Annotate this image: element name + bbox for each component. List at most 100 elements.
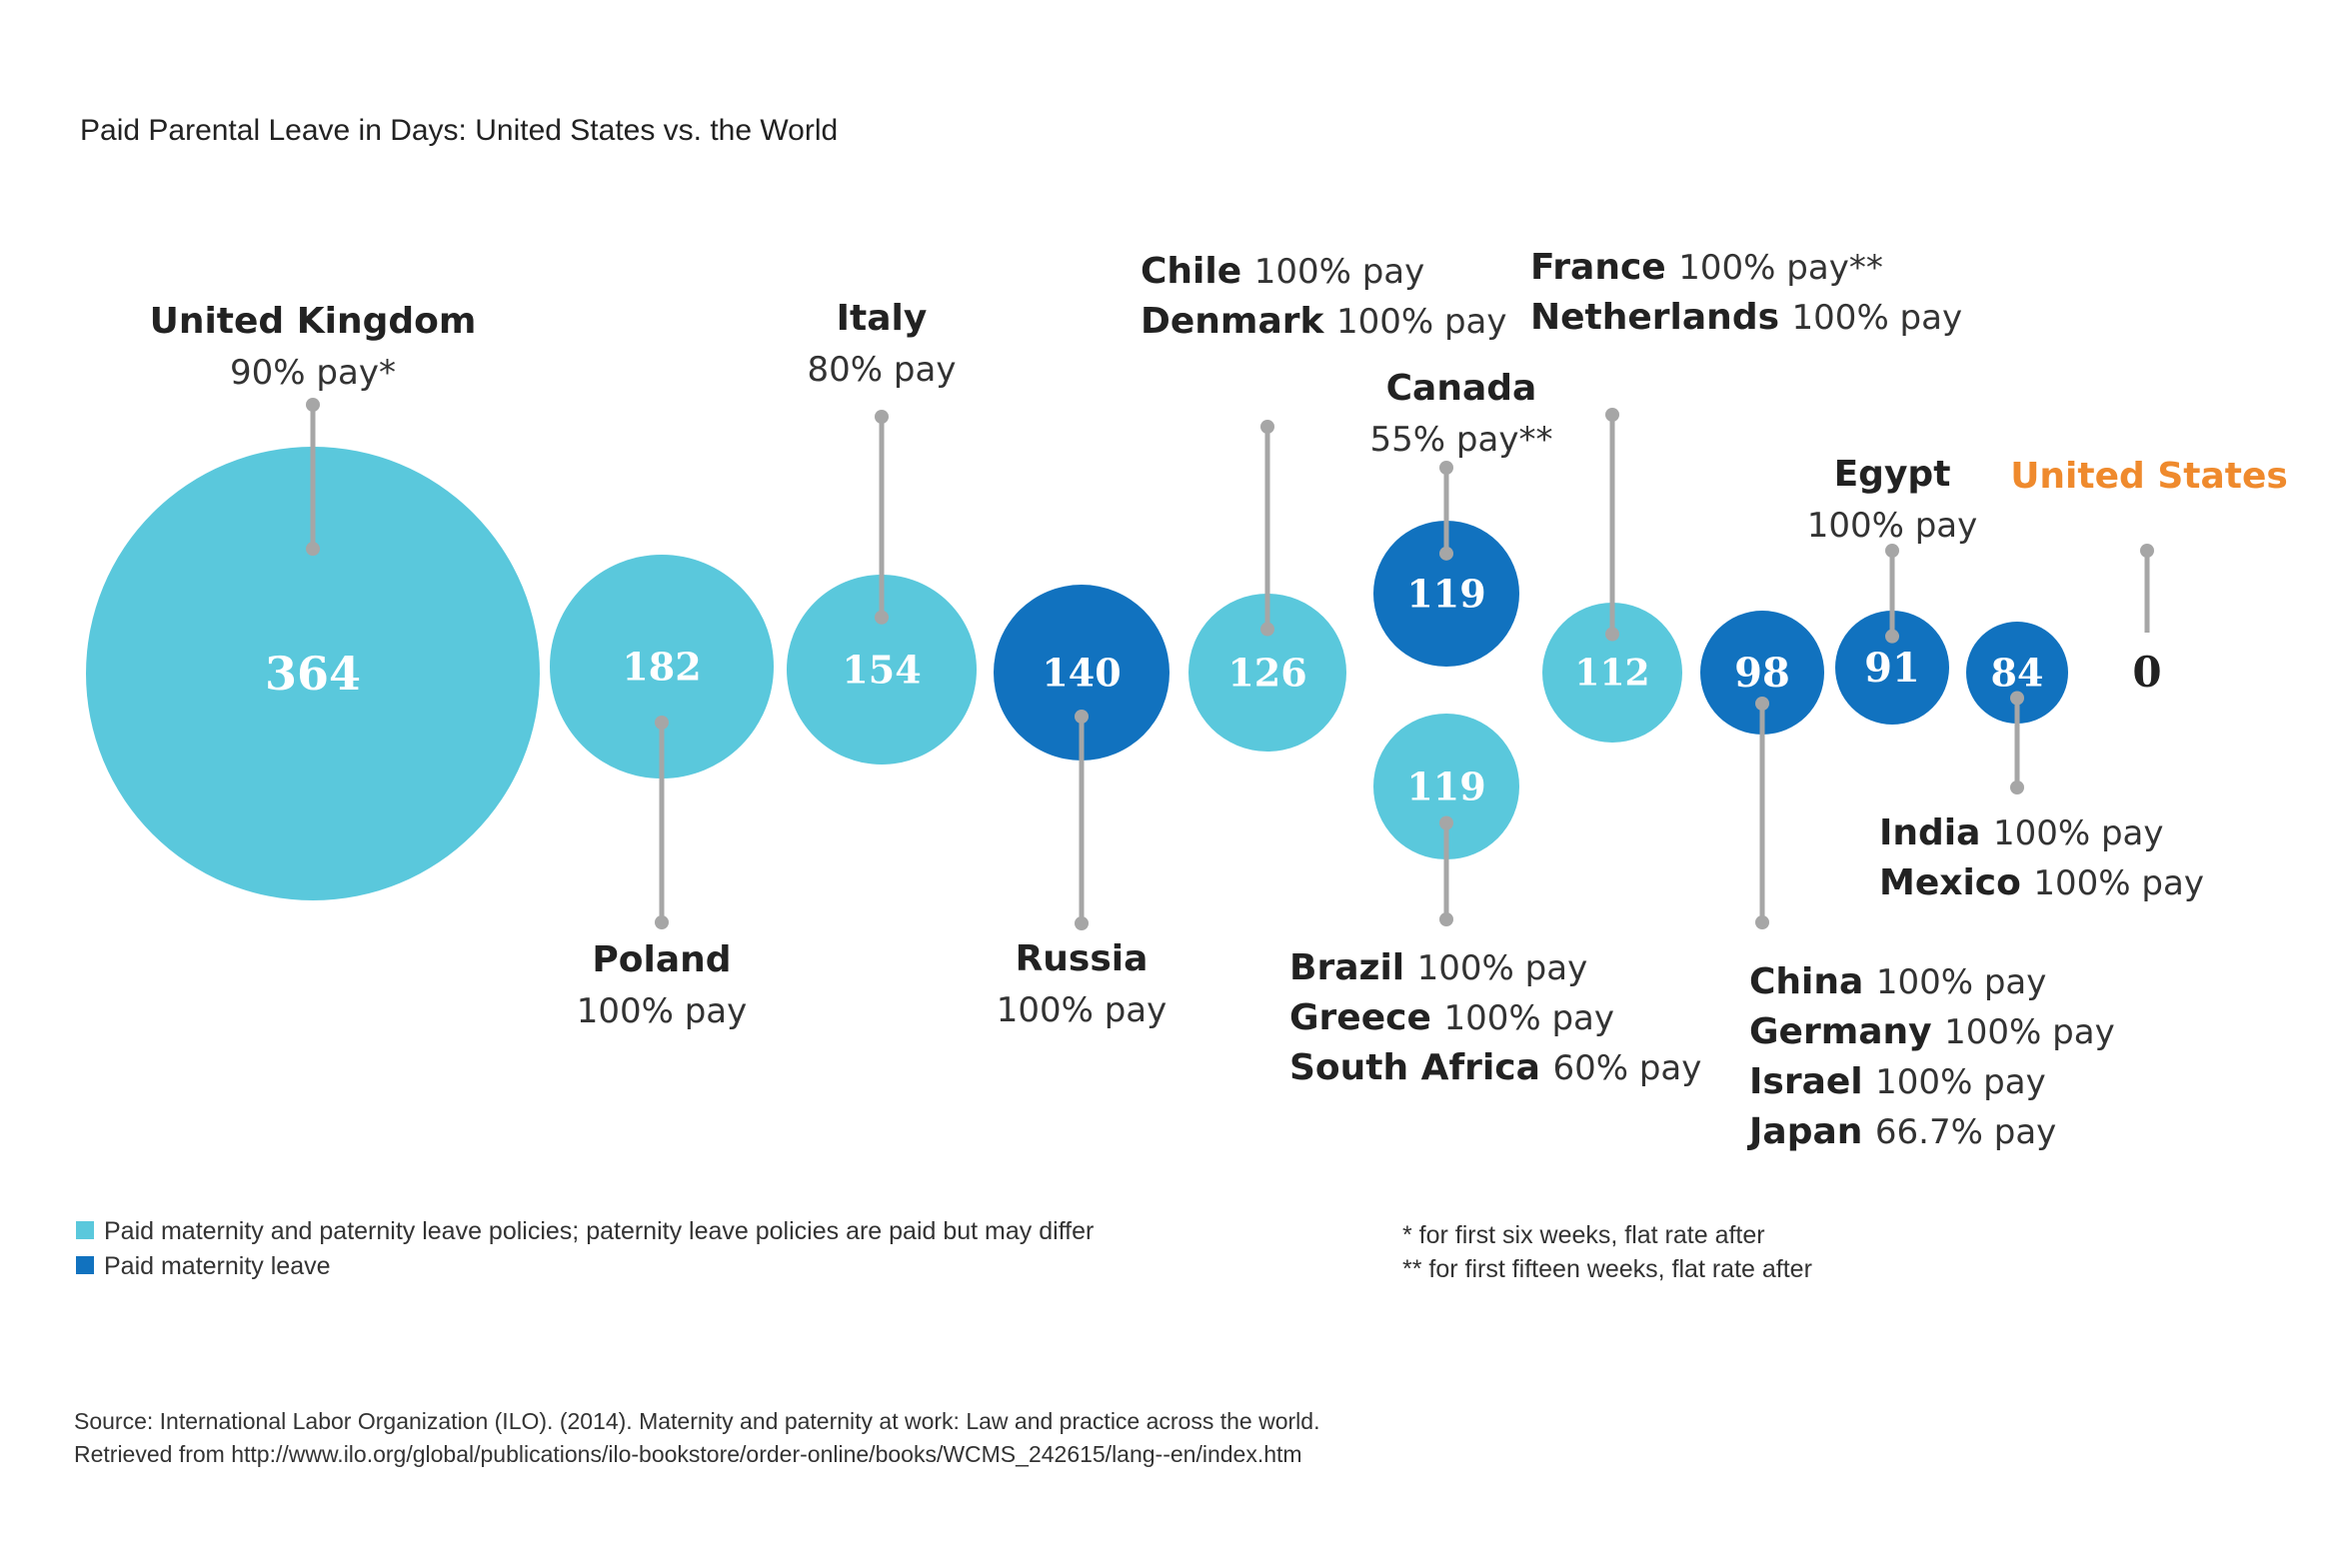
pay-label-brazil: 100% pay [1417, 948, 1588, 988]
country-label-china: China [1749, 961, 1876, 1002]
country-label-russia: Russia [1016, 938, 1149, 979]
country-pay-line-greece: Greece 100% pay [1289, 997, 1614, 1038]
bubble-india [1966, 622, 2068, 724]
country-pay-line-india: India 100% pay [1879, 812, 2164, 853]
connector-dot-united-kingdom [306, 398, 320, 412]
bubble-value-poland: 182 [622, 644, 701, 689]
legend-label-paid-maternity: Paid maternity leave [104, 1252, 331, 1280]
connector-dot-brazil [1439, 912, 1453, 926]
country-label-canada: Canada [1386, 368, 1537, 409]
bubble-chile [1188, 594, 1346, 752]
pay-label-greece: 100% pay [1443, 998, 1614, 1038]
pay-label-united-kingdom: 90% pay* [230, 353, 396, 393]
bubble-value-italy: 154 [842, 647, 921, 692]
country-pay-line-france: France 100% pay** [1530, 247, 1883, 288]
bubble-poland [550, 555, 774, 779]
country-label-france: France [1530, 247, 1678, 288]
source-citation: Source: International Labor Organization… [74, 1408, 1319, 1467]
bubble-value-united-kingdom: 364 [265, 647, 361, 701]
pay-label-netherlands: 100% pay [1792, 298, 1963, 338]
footnote-single-asterisk: * for first six weeks, flat rate after [1402, 1221, 1765, 1249]
pay-label-south-africa: 60% pay [1552, 1048, 1701, 1088]
country-pay-line-mexico: Mexico 100% pay [1879, 862, 2204, 903]
connector-anchor-russia [1075, 710, 1089, 724]
pay-label-israel: 100% pay [1875, 1062, 2046, 1102]
country-pay-line-netherlands: Netherlands 100% pay [1530, 297, 1962, 338]
connector-anchor-canada [1439, 546, 1453, 561]
pay-label-china: 100% pay [1876, 962, 2047, 1002]
bubble-value-egypt: 91 [1864, 645, 1920, 692]
connector-dot-italy [875, 410, 889, 424]
country-label-greece: Greece [1289, 997, 1443, 1038]
country-label-mexico: Mexico [1879, 862, 2033, 903]
country-pay-line-china: China 100% pay [1749, 961, 2046, 1002]
connector-dot-china [1755, 915, 1769, 929]
connector-anchor-poland [655, 716, 669, 730]
bubble-value-france: 112 [1574, 653, 1649, 695]
pay-label-italy: 80% pay [808, 350, 957, 390]
pay-label-japan: 66.7% pay [1875, 1112, 2056, 1152]
country-pay-line-denmark: Denmark 100% pay [1141, 301, 1507, 342]
country-label-denmark: Denmark [1141, 301, 1336, 342]
country-label-israel: Israel [1749, 1061, 1875, 1102]
pay-label-india: 100% pay [1993, 813, 2164, 853]
bubble-italy [787, 575, 977, 765]
country-label-egypt: Egypt [1834, 454, 1951, 495]
pay-label-russia: 100% pay [997, 990, 1168, 1030]
pay-label-egypt: 100% pay [1807, 506, 1978, 546]
connector-anchor-brazil [1439, 815, 1453, 830]
chart-title: Paid Parental Leave in Days: United Stat… [80, 114, 838, 147]
legend-label-paid-maternity-paternity: Paid maternity and paternity leave polic… [104, 1217, 1094, 1245]
country-pay-line-brazil: Brazil 100% pay [1289, 947, 1587, 988]
pay-label-france: 100% pay** [1678, 248, 1883, 288]
footnotes: * for first six weeks, flat rate after *… [1402, 1221, 1812, 1283]
country-pay-line-chile: Chile 100% pay [1141, 251, 1424, 292]
country-label-germany: Germany [1749, 1011, 1944, 1052]
country-label-italy: Italy [837, 298, 928, 339]
bubble-egypt [1835, 611, 1949, 725]
bubble-china [1700, 611, 1824, 735]
country-pay-line-south-africa: South Africa 60% pay [1289, 1047, 1701, 1088]
country-label-poland: Poland [592, 939, 731, 980]
bubble-value-canada: 119 [1406, 571, 1485, 616]
bubble-brazil [1373, 714, 1519, 859]
bubble-value-china: 98 [1734, 650, 1790, 697]
bubbles-layer: 364 182 154 140 126 119 119 112 98 91 84 0 [86, 398, 2162, 930]
bubble-value-united-states: 0 [2132, 648, 2161, 697]
connector-anchor-italy [875, 610, 889, 625]
connector-anchor-united-kingdom [306, 542, 320, 557]
pay-label-canada: 55% pay** [1370, 420, 1553, 460]
legend: Paid maternity and paternity leave polic… [76, 1217, 1094, 1280]
footnote-double-asterisk: ** for first fifteen weeks, flat rate af… [1402, 1255, 1812, 1283]
connector-dot-chile [1260, 420, 1274, 434]
country-pay-line-israel: Israel 100% pay [1749, 1061, 2046, 1102]
source-line-1: Source: International Labor Organization… [74, 1408, 1319, 1434]
pay-label-poland: 100% pay [577, 991, 748, 1031]
connector-anchor-india [2010, 691, 2024, 706]
bubble-france [1542, 603, 1682, 743]
source-line-2: Retrieved from http://www.ilo.org/global… [74, 1441, 1302, 1467]
pay-label-mexico: 100% pay [2033, 863, 2204, 903]
pay-label-chile: 100% pay [1254, 252, 1425, 292]
country-label-south-africa: South Africa [1289, 1047, 1552, 1088]
connector-dot-egypt [1885, 544, 1899, 558]
country-label-netherlands: Netherlands [1530, 297, 1792, 338]
legend-swatch-paid-maternity [76, 1256, 94, 1274]
country-pay-line-germany: Germany 100% pay [1749, 1011, 2115, 1052]
connector-dot-france [1605, 408, 1619, 422]
connector-anchor-france [1605, 627, 1619, 642]
bubble-value-india: 84 [1991, 650, 2044, 695]
labels-layer: United Kingdom 90% pay* Poland 100% pay Ital… [150, 247, 2288, 1152]
bubble-canada [1373, 521, 1519, 667]
country-label-chile: Chile [1141, 251, 1254, 292]
country-label-brazil: Brazil [1289, 947, 1417, 988]
bubble-united-kingdom [86, 447, 540, 900]
connector-dot-india [2010, 781, 2024, 794]
country-label-united-kingdom: United Kingdom [150, 301, 477, 342]
bubble-russia [994, 585, 1170, 761]
connector-dot-russia [1075, 916, 1089, 930]
country-label-india: India [1879, 812, 1993, 853]
connector-dot-united-states [2140, 544, 2154, 558]
country-label-united-states: United States [2010, 456, 2288, 497]
